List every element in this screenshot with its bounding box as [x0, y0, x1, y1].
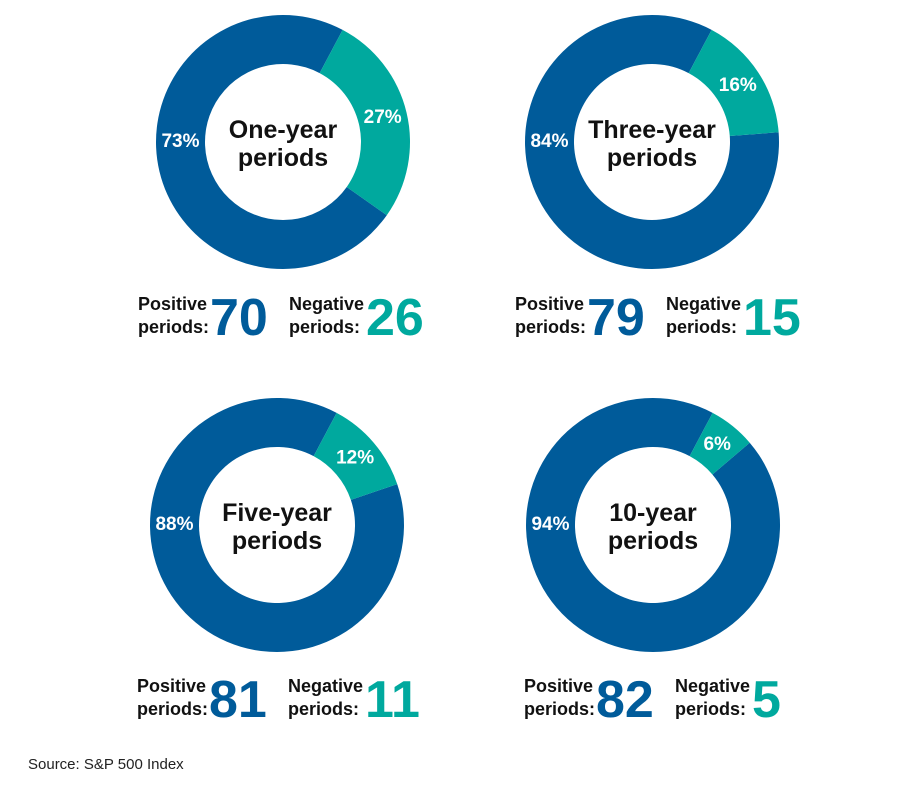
chart-title-line2: periods: [238, 144, 328, 172]
negative-periods-value: 5: [752, 671, 781, 729]
positive-periods-label-line2: periods:: [524, 699, 595, 719]
positive-periods-label-line2: periods:: [137, 699, 208, 719]
slice-label-positive: 73%: [161, 131, 199, 152]
chart-title-line1: Five-year: [222, 499, 332, 527]
negative-periods-label-line2: periods:: [288, 699, 359, 719]
slice-label-negative: 16%: [719, 75, 757, 96]
negative-periods-value: 11: [365, 671, 420, 729]
slice-negative: [319, 29, 411, 216]
slice-positive: [525, 15, 780, 270]
negative-periods-label-line1: Negative: [289, 294, 364, 314]
slice-label-negative: 6%: [703, 434, 731, 455]
positive-periods-label-line1: Positive: [137, 676, 206, 696]
negative-periods-label-line1: Negative: [288, 676, 363, 696]
chart-title-line2: periods: [232, 527, 322, 555]
slice-label-negative: 12%: [336, 448, 374, 469]
chart-title-line1: One-year: [229, 116, 338, 144]
slice-negative: [689, 412, 750, 475]
negative-periods-label-line2: periods:: [666, 317, 737, 337]
positive-periods-label-line2: periods:: [138, 317, 209, 337]
slice-label-positive: 94%: [531, 514, 569, 535]
positive-periods-label-line1: Positive: [138, 294, 207, 314]
negative-periods-label-line1: Negative: [666, 294, 741, 314]
slice-positive: [149, 398, 404, 653]
negative-periods-label-line2: periods:: [675, 699, 746, 719]
positive-periods-label-line2: periods:: [515, 317, 586, 337]
positive-periods-value: 82: [596, 671, 654, 729]
chart-title-line2: periods: [607, 144, 697, 172]
positive-periods-value: 79: [587, 289, 645, 347]
positive-periods-label-line1: Positive: [515, 294, 584, 314]
slice-label-positive: 88%: [155, 514, 193, 535]
negative-periods-value: 15: [743, 289, 801, 347]
slice-negative: [688, 29, 779, 137]
negative-periods-label-line2: periods:: [289, 317, 360, 337]
slice-positive: [526, 398, 781, 653]
positive-periods-value: 81: [209, 671, 267, 729]
negative-periods-label-line1: Negative: [675, 676, 750, 696]
source-note: Source: S&P 500 Index: [28, 756, 184, 773]
slice-positive: [156, 15, 387, 270]
positive-periods-value: 70: [210, 289, 268, 347]
positive-periods-label-line1: Positive: [524, 676, 593, 696]
slice-label-negative: 27%: [364, 107, 402, 128]
negative-periods-value: 26: [366, 289, 424, 347]
slice-label-positive: 84%: [530, 131, 568, 152]
chart-title-line1: Three-year: [588, 116, 716, 144]
chart-title-line1: 10-year: [609, 499, 697, 527]
chart-title-line2: periods: [608, 527, 698, 555]
slice-negative: [313, 412, 398, 500]
